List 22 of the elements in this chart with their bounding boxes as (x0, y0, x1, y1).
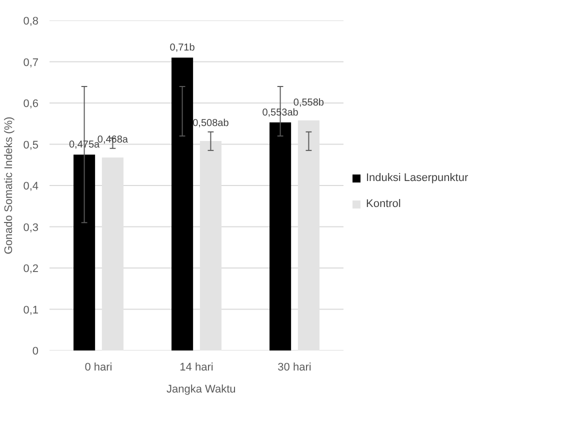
x-axis-title: Jangka Waktu (166, 384, 236, 396)
y-tick-label: 0,8 (23, 16, 39, 28)
legend-label: Induksi Laserpunktur (366, 172, 468, 184)
bar (172, 58, 194, 350)
x-tick-label: 30 hari (278, 362, 312, 374)
legend-label: Kontrol (366, 198, 401, 210)
data-label: 0,508ab (192, 118, 230, 129)
y-tick-label: 0,4 (23, 180, 39, 192)
y-tick-label: 0,5 (23, 139, 39, 152)
data-label: 0,558b (293, 97, 324, 108)
y-tick-label: 0,2 (23, 263, 39, 275)
data-label: 0,71b (170, 42, 196, 54)
y-tick-label: 0,3 (23, 222, 39, 234)
bar (74, 154, 96, 350)
bar (270, 122, 292, 350)
y-tick-label: 0 (32, 346, 39, 358)
x-tick-label: 0 hari (84, 362, 112, 374)
y-tick-label: 0,7 (23, 56, 39, 69)
y-axis-title: Gonado Somatic Indeks (%) (3, 116, 16, 254)
x-tick-label: 14 hari (180, 362, 214, 374)
y-tick-label: 0,6 (23, 98, 39, 110)
y-tick-label: 0,1 (23, 304, 39, 316)
